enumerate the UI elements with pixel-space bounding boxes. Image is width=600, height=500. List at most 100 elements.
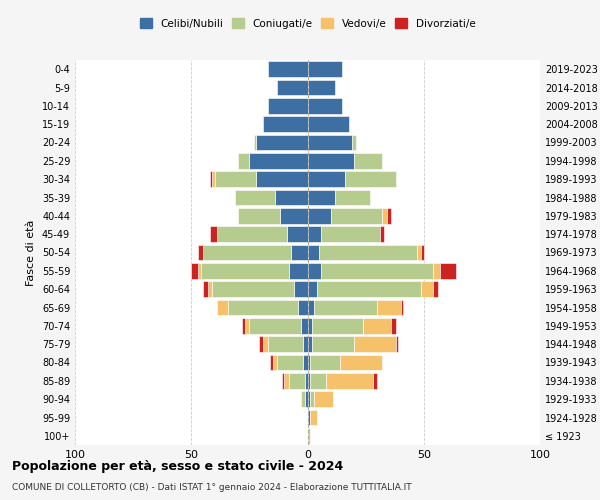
Bar (301, 318, 308, 334)
Bar (344, 172, 396, 187)
Bar (308, 134, 352, 150)
Y-axis label: Fasce di età: Fasce di età (26, 220, 36, 286)
Bar (263, 116, 308, 132)
Bar (289, 373, 305, 388)
Bar (310, 392, 314, 407)
Bar (386, 208, 391, 224)
Bar (284, 373, 289, 388)
Bar (263, 336, 268, 352)
Bar (308, 318, 312, 334)
Bar (200, 263, 289, 278)
Bar (303, 336, 308, 352)
Bar (212, 282, 293, 297)
Bar (254, 134, 256, 150)
Bar (293, 282, 308, 297)
Bar (382, 208, 386, 224)
Bar (380, 226, 384, 242)
Bar (308, 98, 343, 114)
Bar (396, 336, 398, 352)
Bar (259, 336, 263, 352)
Bar (421, 244, 424, 260)
Bar (308, 392, 310, 407)
Text: Popolazione per età, sesso e stato civile - 2024: Popolazione per età, sesso e stato civil… (12, 460, 343, 473)
Bar (308, 190, 335, 206)
Bar (308, 172, 344, 187)
Bar (256, 172, 308, 187)
Bar (433, 282, 438, 297)
Bar (354, 153, 382, 168)
Bar (250, 153, 308, 168)
Bar (229, 300, 298, 316)
Bar (217, 226, 287, 242)
Bar (191, 263, 198, 278)
Bar (208, 282, 212, 297)
Bar (377, 300, 401, 316)
Bar (417, 244, 421, 260)
Bar (268, 336, 303, 352)
Bar (308, 226, 322, 242)
Bar (326, 373, 373, 388)
Bar (391, 318, 396, 334)
Bar (421, 282, 433, 297)
Bar (250, 318, 301, 334)
Bar (308, 354, 310, 370)
Bar (268, 62, 308, 77)
Bar (312, 318, 363, 334)
Bar (312, 336, 354, 352)
Bar (277, 80, 308, 96)
Bar (305, 373, 308, 388)
Bar (308, 300, 314, 316)
Bar (291, 244, 308, 260)
Bar (238, 208, 280, 224)
Bar (301, 392, 305, 407)
Bar (308, 244, 319, 260)
Bar (433, 263, 440, 278)
Bar (217, 300, 229, 316)
Bar (310, 354, 340, 370)
Bar (268, 98, 308, 114)
Bar (440, 263, 456, 278)
Bar (308, 410, 310, 426)
Bar (308, 336, 312, 352)
Bar (314, 392, 333, 407)
Bar (235, 190, 275, 206)
Bar (277, 354, 303, 370)
Bar (340, 354, 382, 370)
Bar (238, 153, 250, 168)
Bar (401, 300, 403, 316)
Bar (331, 208, 382, 224)
Bar (310, 373, 326, 388)
Bar (352, 134, 356, 150)
Bar (314, 300, 377, 316)
Bar (308, 428, 310, 444)
Bar (354, 336, 396, 352)
Bar (305, 392, 308, 407)
Bar (308, 80, 335, 96)
Bar (308, 263, 322, 278)
Bar (280, 208, 308, 224)
Legend: Celibi/Nubili, Coniugati/e, Vedovi/e, Divorziati/e: Celibi/Nubili, Coniugati/e, Vedovi/e, Di… (137, 15, 478, 32)
Bar (319, 244, 417, 260)
Bar (215, 172, 256, 187)
Bar (212, 172, 215, 187)
Bar (308, 62, 343, 77)
Bar (272, 354, 277, 370)
Bar (275, 190, 308, 206)
Bar (308, 208, 331, 224)
Bar (310, 410, 317, 426)
Bar (317, 282, 421, 297)
Bar (364, 318, 391, 334)
Bar (245, 318, 250, 334)
Bar (198, 263, 200, 278)
Bar (287, 226, 308, 242)
Bar (322, 226, 380, 242)
Bar (289, 263, 308, 278)
Bar (308, 153, 354, 168)
Bar (256, 134, 308, 150)
Text: COMUNE DI COLLETORTO (CB) - Dati ISTAT 1° gennaio 2024 - Elaborazione TUTTITALIA: COMUNE DI COLLETORTO (CB) - Dati ISTAT 1… (12, 483, 412, 492)
Bar (373, 373, 377, 388)
Bar (271, 354, 272, 370)
Bar (210, 226, 217, 242)
Bar (303, 354, 308, 370)
Bar (322, 263, 433, 278)
